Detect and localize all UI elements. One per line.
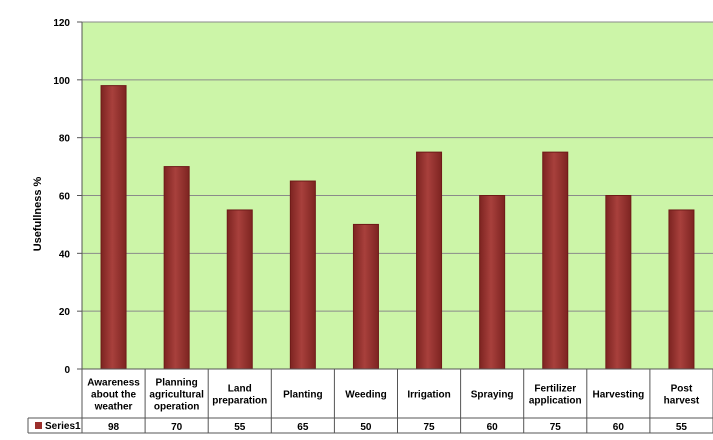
x-tick-label: Irrigation <box>407 390 450 401</box>
data-label: 60 <box>487 422 499 433</box>
bar <box>100 85 127 370</box>
data-label: 70 <box>171 422 183 433</box>
y-tick-label: 80 <box>59 134 71 145</box>
bar <box>605 195 632 370</box>
data-table: Awareness about the weather Planning agricul… <box>27 368 713 434</box>
data-label: 55 <box>676 422 688 433</box>
bar <box>352 223 379 370</box>
y-tick-label: 40 <box>59 249 71 260</box>
legend-series-label: Series1 <box>45 421 81 432</box>
x-tick-label: Fertilizer application <box>529 384 582 407</box>
data-label: 65 <box>297 422 309 433</box>
x-tick-label: Post harvest <box>664 384 700 407</box>
bar <box>226 209 253 370</box>
x-tick-label: Planning agricultural operation <box>149 378 204 413</box>
bar <box>289 180 316 370</box>
y-tick-label: 20 <box>59 307 71 318</box>
x-tick-label: Weeding <box>345 390 386 401</box>
y-tick-label: 60 <box>59 192 71 203</box>
legend-key <box>35 422 42 429</box>
y-tick-label: 0 <box>64 365 70 376</box>
data-label: 50 <box>360 422 372 433</box>
bar <box>668 209 695 370</box>
bar <box>416 151 443 370</box>
x-tick-label: Harvesting <box>593 390 645 401</box>
data-label: 75 <box>423 422 435 433</box>
y-tick-label: 100 <box>53 76 70 87</box>
bar <box>163 166 190 370</box>
data-label: 75 <box>550 422 562 433</box>
y-axis-label: Usefullness % <box>32 176 44 251</box>
x-tick-label: Land preparation <box>212 384 267 407</box>
y-axis: 0 20 40 60 80 100 120 <box>53 18 83 376</box>
bar <box>542 151 569 370</box>
y-tick-label: 120 <box>53 18 70 29</box>
x-tick-label: Awareness about the weather <box>87 378 140 413</box>
data-label: 98 <box>108 422 120 433</box>
data-label: 55 <box>234 422 246 433</box>
bar <box>479 195 506 370</box>
x-tick-label: Planting <box>283 390 322 401</box>
x-tick-label: Spraying <box>471 390 514 401</box>
data-label: 60 <box>613 422 625 433</box>
